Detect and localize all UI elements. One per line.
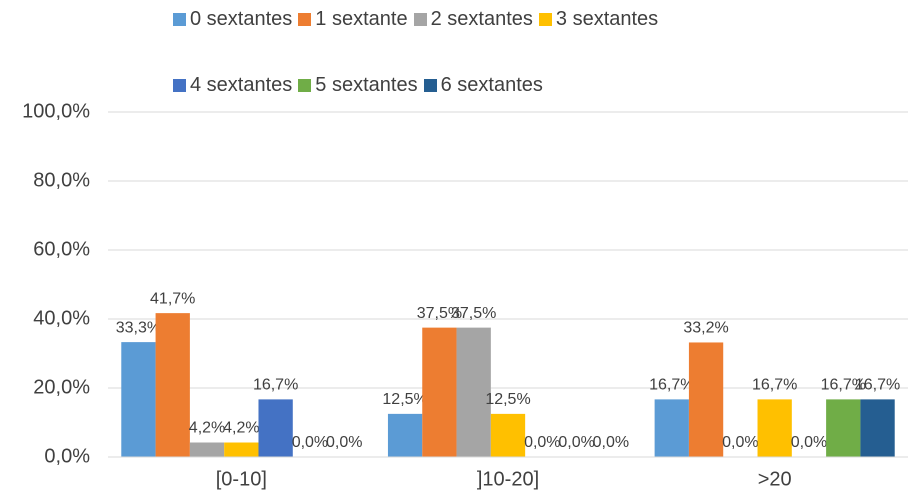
y-tick-label: 80,0%	[33, 169, 90, 191]
data-label: 37,5%	[417, 305, 462, 322]
legend-label: 5 sextantes	[315, 73, 418, 96]
legend-item: 6 sextantes	[423, 70, 543, 100]
legend-swatch	[538, 12, 552, 26]
y-tick-label: 40,0%	[33, 307, 90, 329]
data-label: 12,5%	[382, 391, 427, 408]
legend-item: 2 sextantes	[413, 4, 533, 34]
y-tick-label: 0,0%	[44, 445, 90, 467]
legend-label: 1 sextante	[315, 7, 408, 30]
y-tick-label: 60,0%	[33, 238, 90, 260]
data-label: 12,5%	[485, 391, 530, 408]
legend-item: 1 sextante	[298, 4, 408, 34]
legend-item: 0 sextantes	[173, 4, 292, 34]
bar	[121, 342, 156, 457]
data-label: 37,5%	[451, 305, 496, 322]
legend-label: 0 sextantes	[190, 7, 293, 30]
bar	[654, 399, 689, 457]
data-label: 0,0%	[593, 434, 629, 451]
bar	[387, 413, 423, 457]
data-label: 4,2%	[223, 420, 259, 437]
legend-label: 2 sextantes	[430, 7, 533, 30]
data-label: 0,0%	[326, 434, 362, 451]
bar	[189, 442, 225, 457]
legend-item: 3 sextantes	[538, 4, 659, 34]
bar	[490, 413, 526, 457]
bar	[258, 399, 293, 457]
data-label: 0,0%	[558, 434, 594, 451]
data-label: 0,0%	[292, 434, 328, 451]
data-label: 33,3%	[116, 319, 161, 336]
legend-swatch	[298, 12, 312, 26]
legend: 0 sextantes 1 sextante 2 sextantes 3 sextan…	[173, 4, 773, 100]
data-label: 41,7%	[150, 290, 195, 307]
data-label: 0,0%	[722, 434, 758, 451]
data-label: 16,7%	[253, 377, 298, 394]
legend-label: 6 sextantes	[440, 73, 543, 96]
data-label: 16,7%	[649, 377, 694, 394]
data-label: 16,7%	[855, 377, 900, 394]
data-label: 0,0%	[791, 434, 827, 451]
data-label: 16,7%	[752, 377, 797, 394]
legend-swatch	[173, 12, 186, 26]
bar	[757, 399, 792, 457]
y-tick-label: 20,0%	[33, 376, 90, 398]
bar	[155, 313, 190, 457]
x-tick-label: >20	[758, 468, 792, 490]
legend-label: 3 sextantes	[555, 7, 659, 30]
legend-item: 4 sextantes	[173, 70, 292, 100]
bar	[688, 342, 724, 457]
data-label: 33,2%	[683, 320, 728, 337]
bar	[224, 442, 259, 457]
legend-label: 4 sextantes	[190, 73, 293, 96]
data-label: 0,0%	[524, 434, 560, 451]
data-label: 16,7%	[821, 377, 866, 394]
x-tick-label: ]10-20]	[477, 468, 539, 490]
y-tick-label: 100,0%	[22, 100, 90, 122]
bar	[860, 399, 895, 457]
x-tick-label: [0-10]	[216, 468, 267, 490]
legend-item: 5 sextantes	[298, 70, 418, 100]
legend-swatch	[173, 78, 186, 92]
legend-swatch	[413, 12, 427, 26]
data-label: 4,2%	[189, 420, 225, 437]
bar	[456, 327, 491, 457]
bar	[422, 327, 457, 457]
legend-swatch	[298, 78, 312, 92]
bar	[826, 399, 861, 457]
legend-swatch	[423, 78, 437, 92]
